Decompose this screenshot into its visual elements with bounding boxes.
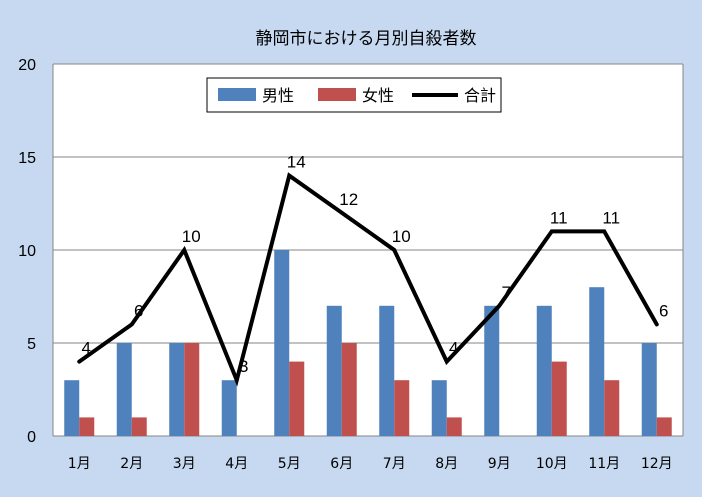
data-label: 4 (449, 339, 458, 358)
line-point (130, 322, 134, 326)
bar-male (641, 343, 657, 436)
y-tick-label: 10 (18, 243, 36, 260)
x-tick-label: 7月 (383, 456, 406, 472)
line-point (287, 174, 291, 178)
data-label: 6 (659, 301, 668, 320)
y-tick-label: 20 (18, 57, 36, 74)
x-tick-label: 10月 (536, 456, 568, 472)
bar-female (79, 417, 95, 436)
data-label: 3 (239, 357, 248, 376)
line-point (602, 229, 606, 233)
bar-female (551, 361, 567, 436)
data-label: 11 (602, 208, 620, 227)
data-label: 14 (287, 153, 306, 172)
bar-male (169, 343, 185, 436)
line-point (445, 360, 449, 364)
bar-male (589, 287, 605, 436)
bar-female (184, 343, 200, 436)
bar-male (379, 305, 395, 436)
line-point (497, 304, 501, 308)
y-tick-label: 0 (27, 429, 36, 446)
bar-male (221, 380, 237, 436)
line-point (550, 229, 554, 233)
bar-female (656, 417, 672, 436)
data-label: 10 (182, 227, 201, 246)
legend-label: 合計 (464, 86, 496, 105)
chart-title: 静岡市における月別自殺者数 (256, 29, 477, 49)
data-label: 7 (502, 283, 511, 302)
line-point (340, 211, 344, 215)
data-label: 4 (82, 339, 91, 358)
line-point (655, 322, 659, 326)
x-tick-label: 2月 (120, 456, 143, 472)
data-label: 12 (339, 190, 358, 209)
line-point (235, 378, 239, 382)
bar-male (274, 250, 290, 436)
line-point (77, 360, 81, 364)
bar-female (394, 380, 410, 436)
legend-label: 男性 (262, 86, 294, 105)
x-tick-label: 4月 (225, 456, 248, 472)
bar-female (289, 361, 305, 436)
x-tick-label: 8月 (435, 456, 458, 472)
line-series-total (77, 172, 659, 387)
line-point (392, 248, 396, 252)
x-tick-label: 5月 (278, 456, 301, 472)
legend-label: 女性 (362, 86, 394, 105)
x-tick-label: 11月 (588, 456, 620, 472)
bar-male (326, 305, 342, 436)
bar-male (64, 380, 80, 436)
x-tick-label: 9月 (488, 456, 511, 472)
y-tick-label: 5 (27, 336, 36, 353)
y-tick-label: 15 (18, 150, 36, 167)
bar-female (131, 417, 147, 436)
data-label: 11 (550, 208, 568, 227)
x-tick-label: 3月 (173, 456, 196, 472)
bar-male (431, 380, 447, 436)
bar-male (484, 305, 500, 436)
x-tick-label: 6月 (330, 456, 353, 472)
x-tick-label: 12月 (641, 456, 673, 472)
x-tick-label: 1月 (68, 456, 91, 472)
line-point (182, 248, 186, 252)
data-label: 6 (134, 301, 143, 320)
bar-female (604, 380, 620, 436)
bar-female (446, 417, 462, 436)
bar-male (116, 343, 132, 436)
bar-male (536, 305, 552, 436)
bar-female (341, 343, 357, 436)
data-label: 10 (392, 227, 411, 246)
legend-swatch (218, 88, 256, 101)
legend-swatch (318, 88, 356, 101)
